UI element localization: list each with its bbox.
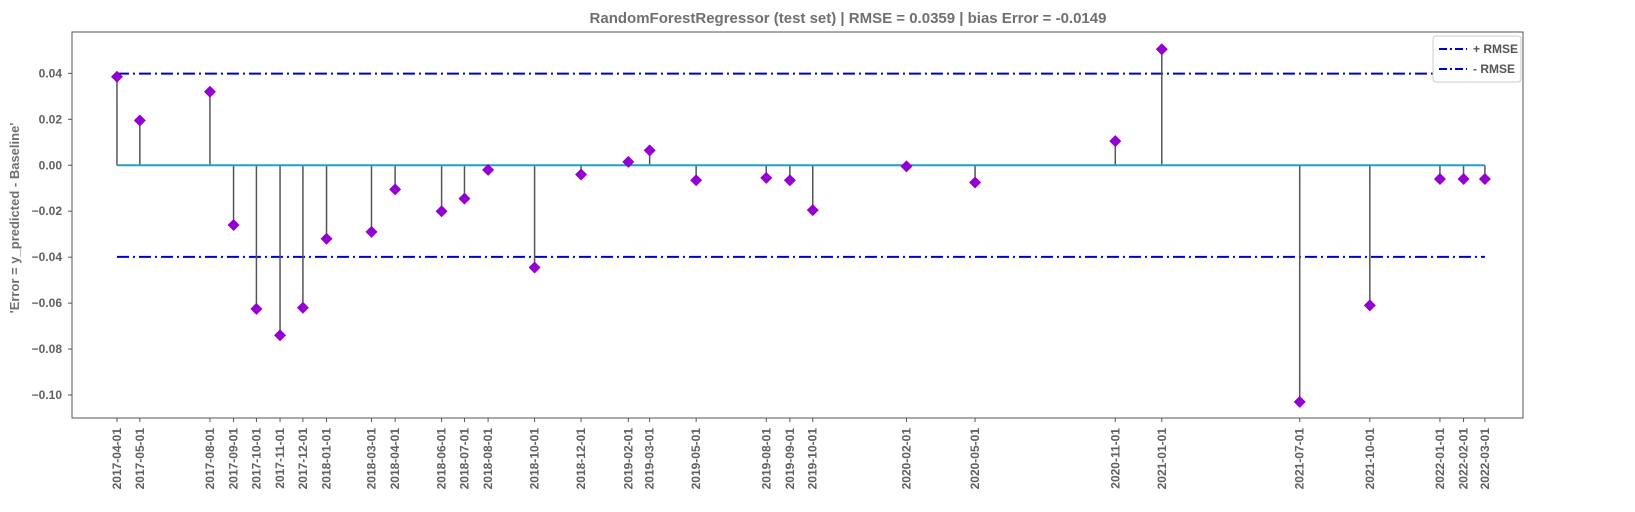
marker-2021-01-01 [1155,43,1168,56]
marker-2019-10-01 [806,204,819,217]
marker-2017-12-01 [296,301,309,314]
marker-2020-02-01 [900,160,913,173]
x-tick-label: 2019-05-01 [689,428,703,490]
x-tick-label: 2022-02-01 [1457,428,1471,490]
y-axis: −0.10 −0.08 −0.06 −0.04 −0.02 0.00 0.02 0.04 [32,66,72,402]
x-tick-label: 2018-08-01 [481,428,495,490]
markers [110,43,1491,408]
x-tick-label: 2017-04-01 [110,428,124,490]
x-tick-label: 2022-01-01 [1433,428,1447,490]
x-tick-label: 2021-07-01 [1293,428,1307,490]
y-axis-label: 'Error = y_predicted - Baseline' [7,123,22,314]
legend-label-minus-rmse: - RMSE [1473,62,1515,76]
x-tick-label: 2019-03-01 [643,428,657,490]
y-tick-label: −0.04 [32,250,63,264]
x-tick-label: 2019-08-01 [759,428,773,490]
marker-2018-08-01 [482,163,495,176]
x-tick-label: 2017-12-01 [296,428,310,490]
marker-2018-06-01 [435,205,448,218]
marker-2019-08-01 [760,171,773,184]
x-tick-label: 2021-01-01 [1155,428,1169,490]
marker-2022-01-01 [1433,173,1446,186]
x-tick-label: 2019-02-01 [621,428,635,490]
y-tick-label: −0.10 [32,388,63,402]
x-tick-label: 2022-03-01 [1478,428,1492,490]
legend-label-plus-rmse: + RMSE [1473,42,1518,56]
marker-2019-02-01 [622,155,635,168]
x-tick-label: 2018-04-01 [388,428,402,490]
x-tick-label: 2017-10-01 [249,428,263,490]
x-tick-label: 2019-09-01 [783,428,797,490]
x-tick-label: 2021-10-01 [1363,428,1377,490]
y-tick-label: 0.02 [39,112,63,126]
x-tick-label: 2020-02-01 [899,428,913,490]
marker-2017-11-01 [274,329,287,342]
marker-2022-02-01 [1457,173,1470,186]
stems [116,49,1486,402]
y-tick-label: −0.08 [32,342,63,356]
marker-2017-05-01 [133,114,146,127]
marker-2019-09-01 [783,174,796,187]
marker-2020-05-01 [969,176,982,189]
marker-2017-08-01 [203,85,216,98]
x-tick-label: 2017-05-01 [133,428,147,490]
marker-2018-12-01 [575,168,588,181]
marker-2019-05-01 [690,174,703,187]
marker-2017-10-01 [250,302,263,315]
y-tick-label: −0.02 [32,204,63,218]
chart-title: RandomForestRegressor (test set) | RMSE … [590,10,1107,27]
marker-2021-10-01 [1363,299,1376,312]
x-tick-label: 2017-09-01 [227,428,241,490]
rmse-lines [116,72,1485,258]
plot-area [71,31,1524,419]
x-tick-label: 2018-07-01 [457,428,471,490]
marker-2018-03-01 [365,225,378,238]
x-tick-label: 2020-05-01 [968,428,982,490]
marker-2017-04-01 [110,70,123,83]
legend-box [1432,35,1522,83]
x-tick-label: 2018-01-01 [320,428,334,490]
marker-2018-10-01 [528,261,541,274]
x-tick-label: 2017-08-01 [203,428,217,490]
marker-2018-01-01 [320,232,333,245]
y-tick-label: −0.06 [32,296,63,310]
marker-2017-09-01 [227,219,240,231]
x-tick-label: 2018-10-01 [528,428,542,490]
legend: + RMSE - RMSE [1432,35,1522,83]
marker-2019-03-01 [643,144,656,157]
y-tick-label: 0.04 [39,66,63,80]
marker-2022-03-01 [1478,173,1491,186]
plot-frame [71,31,1524,419]
marker-2021-07-01 [1293,395,1306,408]
x-axis: 2017-04-01 2017-05-01 2017-08-01 2017-09-01… [110,418,1492,489]
x-tick-label: 2019-10-01 [806,428,820,490]
x-tick-label: 2017-11-01 [273,428,287,489]
marker-2018-04-01 [389,183,402,196]
x-tick-label: 2018-06-01 [435,428,449,490]
x-tick-label: 2018-12-01 [574,428,588,490]
x-tick-label: 2020-11-01 [1108,428,1122,489]
y-tick-label: 0.00 [39,158,63,172]
marker-2020-11-01 [1109,135,1122,148]
marker-2018-07-01 [458,192,471,205]
x-tick-label: 2018-03-01 [364,428,378,490]
